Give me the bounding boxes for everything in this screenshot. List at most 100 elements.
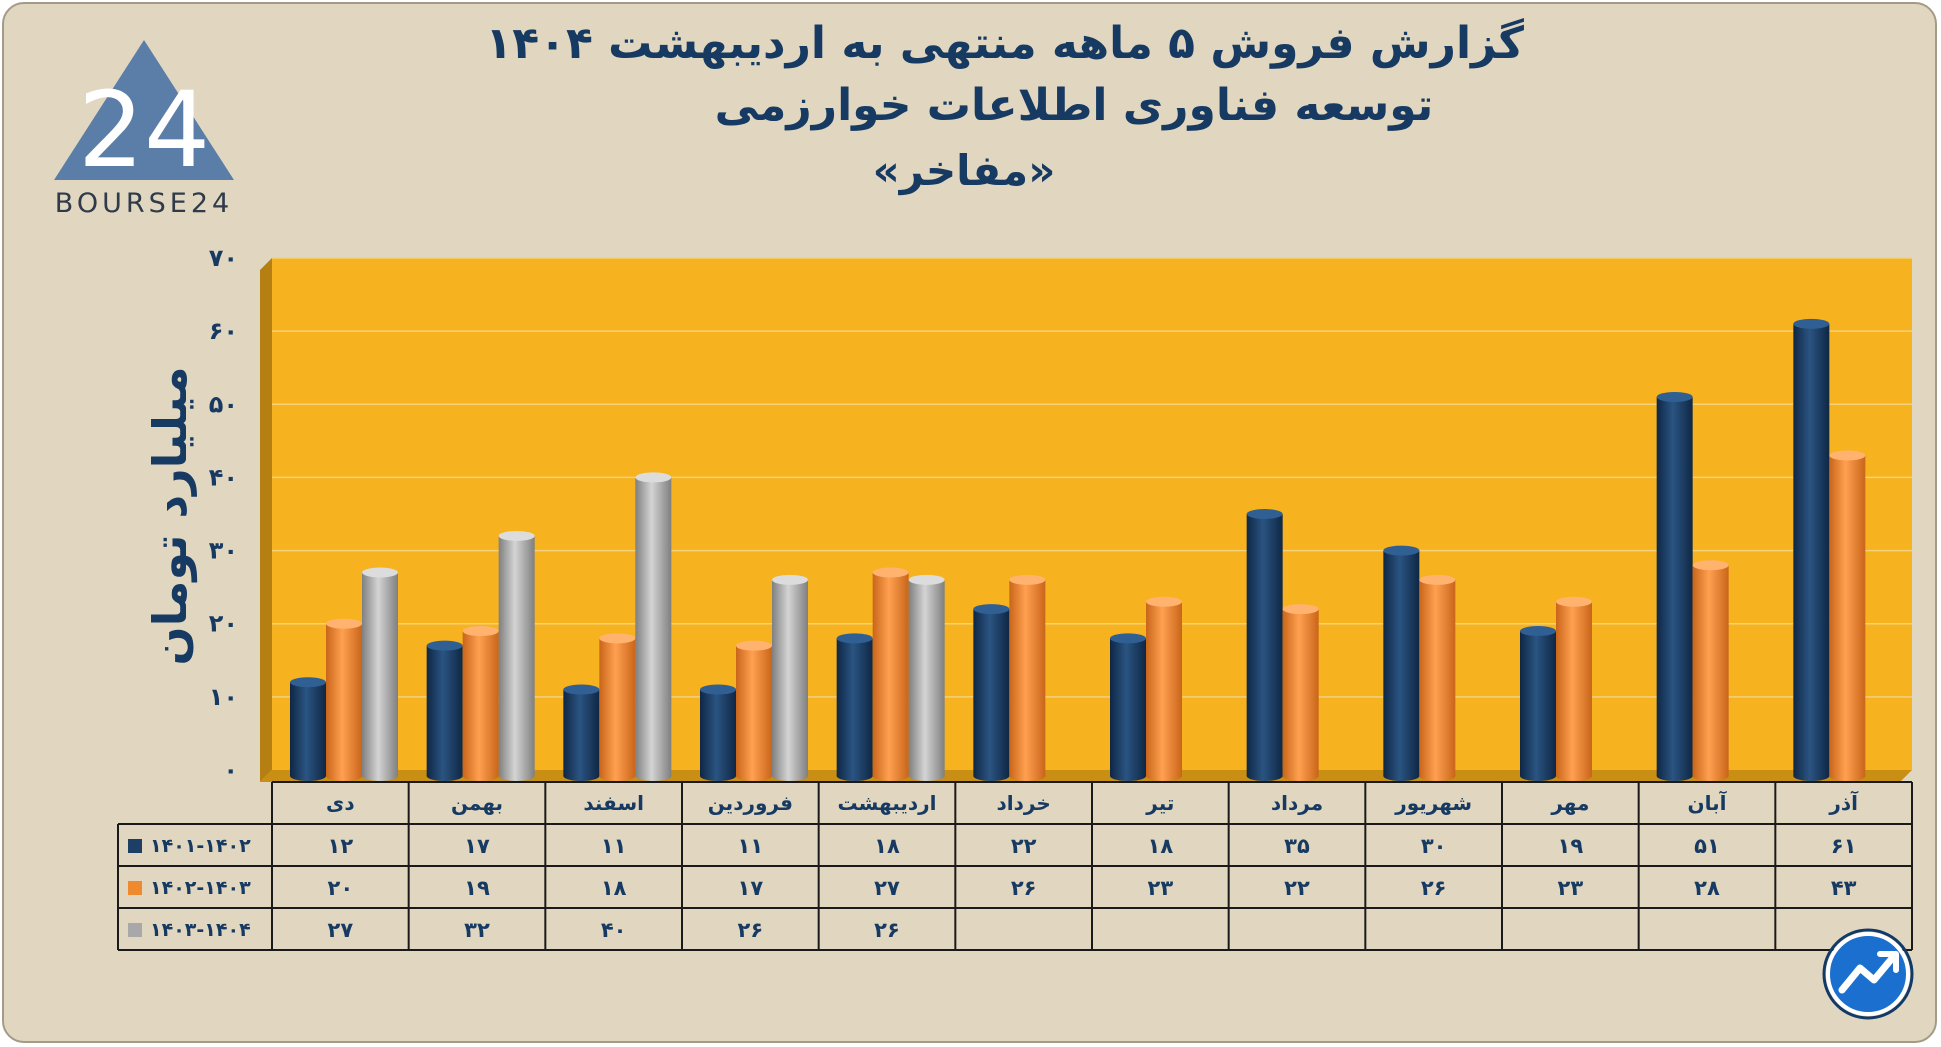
trend-up-icon [1822,928,1914,1020]
bar-cap [1009,574,1046,585]
bar-cap [1383,545,1420,556]
bar-cap [563,684,600,695]
plot-background [272,258,1912,770]
bar-base [973,771,1010,781]
bar-cap [1556,596,1592,607]
y-tick-label: ۷۰ [209,244,238,272]
bar-cap [1110,633,1146,644]
y-tick-label: ۳۰ [209,537,238,565]
bar-base [836,771,873,781]
data-label: ۱۸ [1148,834,1174,858]
data-label: ۵۱ [1694,834,1720,858]
data-label: ۲۶ [874,918,900,942]
bar-base [872,771,909,781]
bar-cap [700,684,736,695]
bar [772,579,808,776]
x-tick-label: مرداد [1271,791,1323,815]
data-label: ۳۲ [464,918,490,942]
x-tick-label: تیر [1145,791,1174,815]
data-label: ۱۹ [1558,834,1584,858]
bar [872,572,909,776]
bar-base [1146,771,1182,781]
bar [1829,455,1866,776]
data-label: ۶۱ [1831,834,1857,858]
bar-base [563,771,600,781]
bar-base [362,771,398,781]
bar-base [1009,771,1046,781]
bar-cap [498,530,535,541]
legend-swatch [128,881,142,895]
bar [1246,514,1283,776]
bar-cap [362,567,398,578]
bar [462,631,499,776]
y-tick-label: ۵۰ [209,390,238,418]
bar-cap [599,633,636,644]
bar-cap [290,677,326,688]
bar [1520,631,1556,776]
legend-label: ۱۴۰۲-۱۴۰۳ [150,877,251,899]
bar-base [772,771,808,781]
bar-base [908,771,945,781]
bar-cap [326,618,362,629]
bars [290,318,1866,781]
data-label: ۲۳ [1558,876,1584,900]
data-label: ۲۰ [328,876,354,900]
data-label: ۴۰ [601,918,627,942]
bar-base [736,771,772,781]
y-tick-label: ۶۰ [209,317,238,345]
bar-cap [973,604,1010,615]
bar-base [1383,771,1420,781]
bar [426,645,463,776]
bar [563,689,600,776]
y-tick-label: ۴۰ [209,463,238,491]
bar [498,535,535,776]
bar-cap [635,472,672,483]
bar-cap [1793,318,1830,329]
data-label: ۲۲ [1284,876,1310,900]
bar [1383,550,1420,776]
x-tick-label: دی [326,791,355,815]
legend-swatch [128,923,142,937]
bar-base [635,771,672,781]
data-label: ۱۸ [874,834,900,858]
bar [1556,601,1592,776]
bar-base [1829,771,1866,781]
x-tick-label: بهمن [451,791,503,815]
bar-cap [1656,391,1693,402]
bar [599,638,636,776]
y-axis: ۰ ۱۰ ۲۰ ۳۰ ۴۰ ۵۰ ۶۰ ۷۰ میلیارد تومان [143,244,238,784]
x-tick-label: آبان [1688,790,1728,815]
bar-cap [836,633,873,644]
data-label: ۲۳ [1148,876,1174,900]
x-tick-label: خرداد [997,791,1051,815]
y-axis-title: میلیارد تومان [143,366,197,665]
bar [1419,579,1456,776]
company-name: توسعه فناوری اطلاعات خوارزمی [714,80,1434,131]
bar-cap [872,567,909,578]
data-label: ۱۷ [738,876,764,900]
plot-floor [260,770,1912,782]
bar-base [1692,771,1729,781]
plot-area [260,257,1912,782]
legend-label: ۱۴۰۱-۱۴۰۲ [150,835,251,857]
legend-swatch [128,839,142,853]
data-label: ۴۳ [1831,876,1857,900]
data-table: دی بهمن اسفند فروردین اردیبهشت خرداد تیر مرداد ش… [117,781,1913,951]
bar [1146,601,1182,776]
bar-cap [426,640,463,651]
bar-cap [772,574,808,585]
bar [908,579,945,776]
bar-base [1556,771,1592,781]
bar-base [462,771,499,781]
triangle-logo-icon: 24 BOURSE24 [54,40,234,219]
bar-cap [1146,596,1182,607]
data-label: ۱۲ [328,834,354,858]
data-label: ۱۹ [464,876,490,900]
y-tick-label: ۰ [223,756,238,784]
data-label: ۲۶ [1011,876,1037,900]
bar [836,638,873,776]
data-label: ۳۰ [1421,834,1447,858]
bar-cap [1520,626,1556,637]
bar [1110,638,1146,776]
